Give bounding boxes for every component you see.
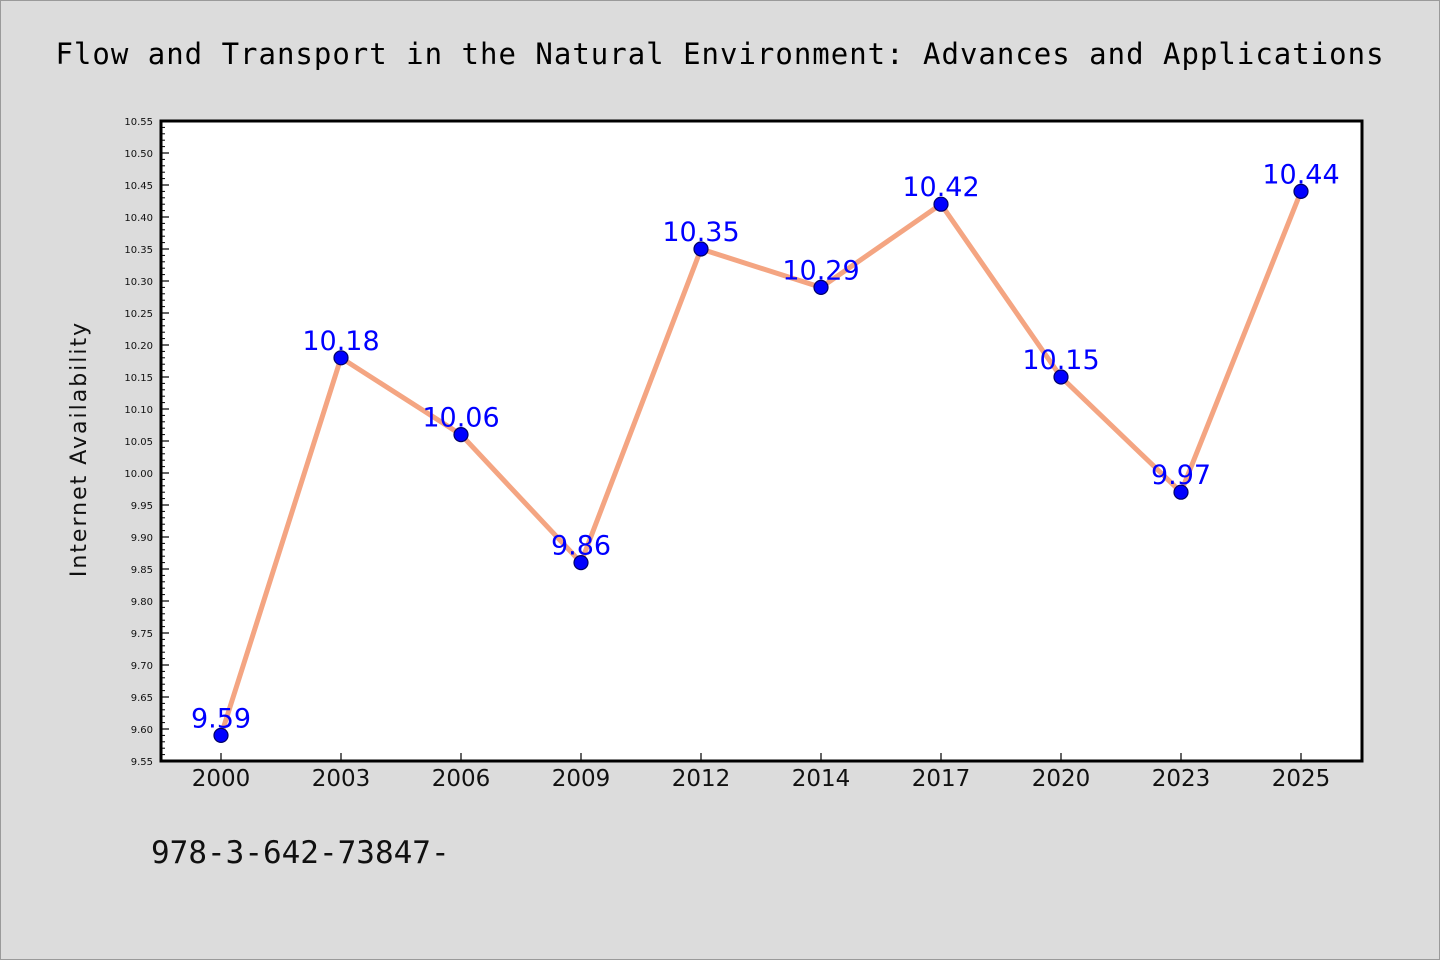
y-tick-label: 9.55 <box>131 757 153 768</box>
plot-frame <box>159 119 1364 763</box>
data-label: 9.97 <box>1151 460 1211 491</box>
y-tick-label: 10.25 <box>124 309 153 320</box>
data-point <box>333 350 349 366</box>
data-label: 10.42 <box>902 172 979 203</box>
x-tick-label: 2017 <box>912 766 971 792</box>
x-tick-label: 2000 <box>192 766 251 792</box>
data-point <box>933 196 949 212</box>
y-tick-label: 10.05 <box>124 437 153 448</box>
data-label: 10.35 <box>662 217 739 248</box>
data-point <box>453 427 469 443</box>
y-tick-label: 9.65 <box>131 693 153 704</box>
x-tick-label: 2003 <box>312 766 371 792</box>
data-point <box>1173 484 1189 500</box>
x-tick-label: 2025 <box>1272 766 1331 792</box>
x-tick-label: 2012 <box>672 766 731 792</box>
data-label: 10.18 <box>302 326 379 357</box>
x-tick-label: 2023 <box>1152 766 1211 792</box>
y-tick-label: 9.60 <box>131 725 153 736</box>
data-label: 10.44 <box>1262 159 1339 190</box>
y-tick-label: 9.75 <box>131 629 153 640</box>
y-tick-label: 10.10 <box>124 405 153 416</box>
y-tick-label: 10.55 <box>124 117 153 128</box>
x-tick-label: 2014 <box>792 766 851 792</box>
plot-area: 9.55 9.60 9.65 9.70 9.75 9.80 9.85 9.90 9.95 10.0… <box>124 117 1364 792</box>
data-point <box>1293 183 1309 199</box>
data-label: 10.29 <box>782 255 859 286</box>
data-label: 10.06 <box>422 403 499 434</box>
data-point <box>813 279 829 295</box>
y-tick-label: 10.15 <box>124 373 153 384</box>
y-tick-label: 9.95 <box>131 501 153 512</box>
y-tick-label: 10.35 <box>124 245 153 256</box>
data-point <box>1053 369 1069 385</box>
data-label: 10.15 <box>1022 345 1099 376</box>
data-point <box>213 727 229 744</box>
data-point <box>573 554 589 571</box>
y-tick-label: 9.70 <box>131 661 153 672</box>
chart-title: Flow and Transport in the Natural Enviro… <box>55 37 1384 71</box>
y-tick-label: 10.40 <box>124 213 153 224</box>
x-tick-label: 2009 <box>552 766 611 792</box>
y-tick-label: 9.90 <box>131 533 153 544</box>
y-tick-label: 10.50 <box>124 149 153 160</box>
series-line <box>218 188 1304 738</box>
data-label: 9.59 <box>191 703 251 734</box>
data-point <box>693 241 709 257</box>
data-label: 9.86 <box>551 531 611 562</box>
y-tick-label: 9.80 <box>131 597 153 608</box>
x-tick-label: 2006 <box>432 766 491 792</box>
y-tick-label: 10.45 <box>124 181 153 192</box>
footer-code: 978-3-642-73847- <box>151 835 450 871</box>
y-tick-label: 10.20 <box>124 341 153 352</box>
y-tick-label: 10.30 <box>124 277 153 288</box>
y-tick-label: 10.00 <box>124 469 153 480</box>
y-axis-label: Internet Availability <box>67 321 92 577</box>
x-tick-label: 2020 <box>1032 766 1091 792</box>
y-tick-label: 9.85 <box>131 565 153 576</box>
